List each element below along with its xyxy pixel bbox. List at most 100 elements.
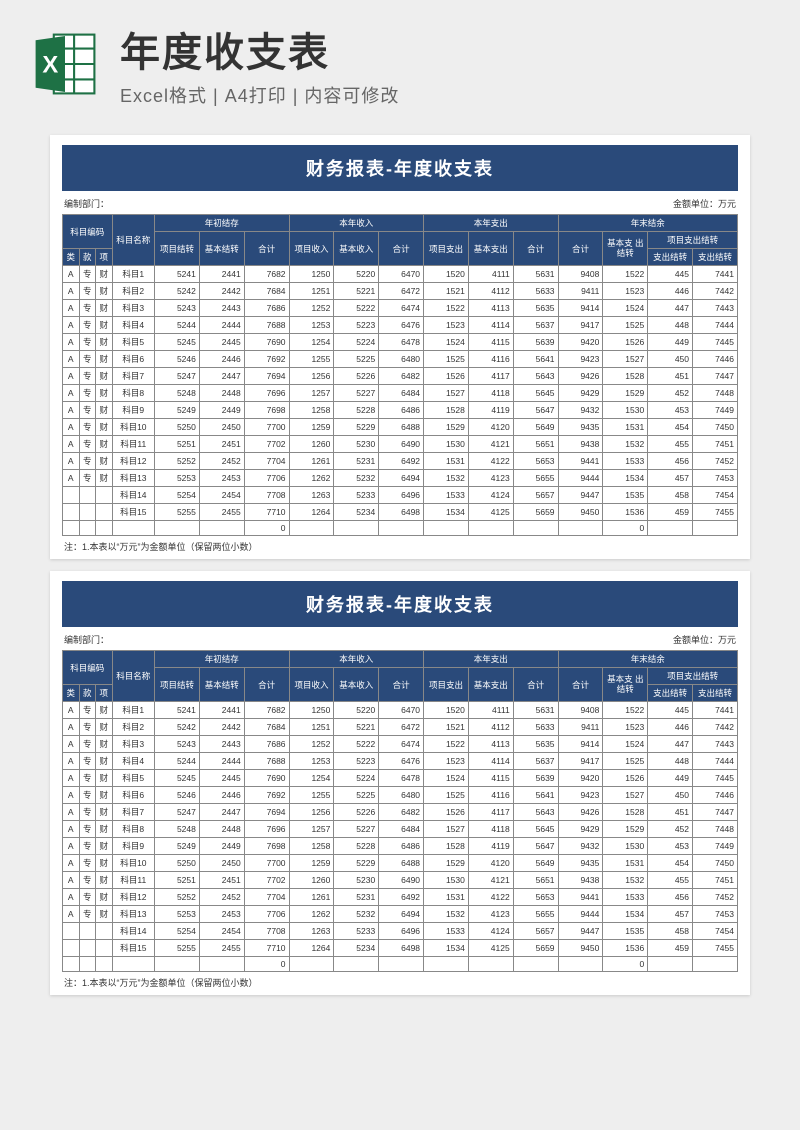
cell-value: 1261 <box>289 453 334 470</box>
cell-value: 2447 <box>199 368 244 385</box>
cell-a: A <box>63 317 80 334</box>
cell-value: 5639 <box>513 334 558 351</box>
cell-a: A <box>63 838 80 855</box>
cell-value: 1264 <box>289 504 334 521</box>
cell-c <box>96 957 113 972</box>
cell-value: 1253 <box>289 753 334 770</box>
cell-value: 6482 <box>379 804 424 821</box>
table-row: 科目14525424547708126352336496153341245657… <box>63 487 738 504</box>
table-row: A专财科目75247244776941256522664821526411756… <box>63 368 738 385</box>
cell-a: A <box>63 702 80 719</box>
table-row: A专财科目25242244276841251522164721521411256… <box>63 719 738 736</box>
cell-value: 1530 <box>603 402 648 419</box>
cell-c: 财 <box>96 351 113 368</box>
cell-value <box>468 521 513 536</box>
cell-value: 4117 <box>468 368 513 385</box>
cell-value: 7694 <box>244 804 289 821</box>
cell-value: 5647 <box>513 402 558 419</box>
cell-value: 449 <box>648 770 693 787</box>
sheet-title: 财务报表-年度收支表 <box>62 581 738 627</box>
cell-value: 7454 <box>693 487 738 504</box>
cell-value: 453 <box>648 402 693 419</box>
cell-value: 1527 <box>424 385 469 402</box>
cell-value: 2451 <box>199 872 244 889</box>
cell-value: 9429 <box>558 821 603 838</box>
cell-name: 科目11 <box>112 872 154 889</box>
cell-value: 1263 <box>289 923 334 940</box>
cell-value: 6472 <box>379 719 424 736</box>
cell-value: 7448 <box>693 821 738 838</box>
table-row: A专财科目55245244576901254522464781524411556… <box>63 770 738 787</box>
cell-value: 6488 <box>379 419 424 436</box>
cell-value: 6484 <box>379 385 424 402</box>
th-name: 科目名称 <box>112 651 154 702</box>
svg-text:X: X <box>42 51 58 78</box>
th-c3b: 基本支出 <box>468 668 513 702</box>
cell-name: 科目15 <box>112 940 154 957</box>
cell-a: A <box>63 368 80 385</box>
th-lei: 类 <box>63 249 80 266</box>
cell-value: 1256 <box>289 804 334 821</box>
cell-value: 4125 <box>468 504 513 521</box>
cell-b <box>79 940 96 957</box>
cell-c: 财 <box>96 368 113 385</box>
cell-a: A <box>63 334 80 351</box>
cell-c <box>96 487 113 504</box>
cell-value: 458 <box>648 923 693 940</box>
meta-left: 编制部门： <box>64 633 109 646</box>
th-kuan: 款 <box>79 249 96 266</box>
cell-value: 454 <box>648 855 693 872</box>
cell-value: 5250 <box>155 855 200 872</box>
cell-value: 2450 <box>199 419 244 436</box>
cell-a: A <box>63 453 80 470</box>
cell-value: 5251 <box>155 436 200 453</box>
cell-value: 7452 <box>693 453 738 470</box>
cell-b: 专 <box>79 266 96 283</box>
cell-value: 1522 <box>424 300 469 317</box>
cell-value: 2446 <box>199 787 244 804</box>
cell-value: 1529 <box>424 855 469 872</box>
cell-name: 科目9 <box>112 838 154 855</box>
cell-c: 财 <box>96 736 113 753</box>
cell-value: 1533 <box>424 923 469 940</box>
cell-value: 7698 <box>244 402 289 419</box>
cell-value: 459 <box>648 504 693 521</box>
cell-value: 4119 <box>468 838 513 855</box>
cell-value: 0 <box>244 521 289 536</box>
cell-value: 1534 <box>603 470 648 487</box>
cell-value: 5231 <box>334 889 379 906</box>
cell-value: 5230 <box>334 872 379 889</box>
cell-name: 科目8 <box>112 385 154 402</box>
cell-value <box>289 957 334 972</box>
th-code-group: 科目编码 <box>63 651 113 685</box>
cell-b <box>79 957 96 972</box>
cell-value: 1523 <box>603 283 648 300</box>
cell-a <box>63 940 80 957</box>
table-row: A专财科目35243244376861252522264741522411356… <box>63 736 738 753</box>
cell-value: 1527 <box>603 351 648 368</box>
cell-value: 5637 <box>513 317 558 334</box>
cell-value: 1254 <box>289 770 334 787</box>
cell-value: 1528 <box>603 804 648 821</box>
cell-a: A <box>63 351 80 368</box>
cell-name: 科目10 <box>112 855 154 872</box>
cell-value: 1262 <box>289 470 334 487</box>
cell-c: 财 <box>96 300 113 317</box>
th-g4: 年末结余 <box>558 651 737 668</box>
cell-value: 5635 <box>513 300 558 317</box>
cell-value: 453 <box>648 838 693 855</box>
cell-value: 9408 <box>558 266 603 283</box>
cell-value: 7696 <box>244 821 289 838</box>
th-c4b: 基本支 出结转 <box>603 232 648 266</box>
cell-c <box>96 923 113 940</box>
cell-c: 财 <box>96 787 113 804</box>
cell-value: 1531 <box>424 453 469 470</box>
cell-value: 9435 <box>558 855 603 872</box>
cell-value: 1258 <box>289 838 334 855</box>
cell-value: 9420 <box>558 334 603 351</box>
cell-c: 财 <box>96 317 113 334</box>
cell-value: 5255 <box>155 940 200 957</box>
cell-value <box>289 521 334 536</box>
cell-value: 4124 <box>468 487 513 504</box>
cell-value: 1528 <box>424 402 469 419</box>
